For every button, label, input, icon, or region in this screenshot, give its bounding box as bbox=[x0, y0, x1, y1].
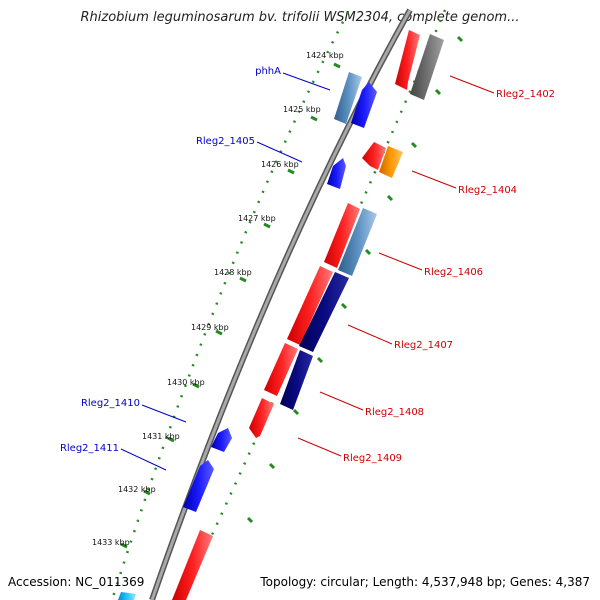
tick-label: 1425 kbp bbox=[283, 105, 321, 114]
gene-label-rleg2-1402[interactable]: Rleg2_1402 bbox=[496, 89, 555, 100]
gene-rleg2-1410[interactable] bbox=[211, 428, 232, 452]
tick-label: 1433 kbp bbox=[92, 538, 130, 547]
tick-mark bbox=[456, 35, 464, 43]
gene-rleg2-1404-b[interactable] bbox=[379, 146, 403, 178]
callout-line bbox=[411, 170, 457, 189]
tick-mark bbox=[410, 141, 418, 149]
right-labels: Rleg2_1402 Rleg2_1404 Rleg2_1406 Rleg2_1… bbox=[343, 89, 555, 464]
tick-mark bbox=[263, 222, 271, 229]
tick-mark bbox=[268, 462, 276, 470]
callout-line bbox=[319, 391, 364, 411]
accession-text: Accession: NC_011369 bbox=[8, 575, 145, 589]
tick-label: 1429 kbp bbox=[191, 323, 229, 332]
tick-label: 1431 kbp bbox=[142, 432, 180, 441]
gene-phhA-b[interactable] bbox=[351, 82, 377, 128]
tick-mark bbox=[246, 516, 254, 524]
tick-mark bbox=[287, 168, 295, 175]
gene-label-rleg2-1404[interactable]: Rleg2_1404 bbox=[458, 185, 517, 196]
gene-rleg2-1406-b[interactable] bbox=[338, 208, 377, 276]
tick-mark bbox=[316, 356, 324, 364]
gene-rleg2-1406-a[interactable] bbox=[324, 203, 360, 268]
tick-mark bbox=[333, 62, 341, 69]
tick-mark bbox=[143, 489, 151, 496]
gene-rleg2-1402-a[interactable] bbox=[395, 30, 420, 90]
tick-label: 1427 kbp bbox=[238, 214, 276, 223]
gene-label-rleg2-1405[interactable]: Rleg2_1405 bbox=[196, 136, 255, 147]
gene-rleg2-1407-a[interactable] bbox=[287, 266, 333, 345]
right-callouts bbox=[297, 75, 495, 457]
reverse-strand-genes bbox=[118, 72, 377, 600]
gene-rleg2-1404-a[interactable] bbox=[362, 142, 386, 170]
callout-line bbox=[449, 75, 495, 94]
tick-label: 1428 kbp bbox=[214, 268, 252, 277]
gene-label-rleg2-1407[interactable]: Rleg2_1407 bbox=[394, 340, 453, 351]
tick-mark bbox=[386, 194, 394, 202]
callout-line bbox=[256, 141, 303, 163]
tick-mark bbox=[434, 88, 442, 96]
gene-label-rleg2-1411[interactable]: Rleg2_1411 bbox=[60, 443, 119, 454]
tick-mark bbox=[310, 115, 318, 122]
gene-rleg2-1409[interactable] bbox=[249, 398, 274, 438]
callout-line bbox=[378, 252, 423, 271]
callout-line bbox=[297, 437, 342, 457]
gene-label-rleg2-1410[interactable]: Rleg2_1410 bbox=[81, 398, 140, 409]
gene-reverse-lower[interactable] bbox=[118, 592, 136, 600]
gene-rleg2-1408-a[interactable] bbox=[264, 343, 298, 396]
tick-mark bbox=[364, 248, 372, 256]
callout-line bbox=[141, 404, 187, 423]
gene-rleg2-1411[interactable] bbox=[183, 460, 214, 512]
tick-mark bbox=[239, 276, 247, 283]
callout-line bbox=[347, 324, 393, 345]
forward-strand-genes bbox=[172, 30, 444, 600]
tick-label: 1432 kbp bbox=[118, 485, 156, 494]
gene-label-rleg2-1408[interactable]: Rleg2_1408 bbox=[365, 407, 424, 418]
gene-label-phhA[interactable]: phhA bbox=[255, 66, 281, 77]
gene-rleg2-1405[interactable] bbox=[327, 158, 346, 189]
tick-mark bbox=[340, 302, 348, 310]
gene-label-rleg2-1406[interactable]: Rleg2_1406 bbox=[424, 267, 483, 278]
tick-label: 1430 kbp bbox=[167, 378, 205, 387]
tick-label: 1424 kbp bbox=[306, 51, 344, 60]
callout-line bbox=[120, 448, 167, 471]
left-labels: phhA Rleg2_1405 Rleg2_1410 Rleg2_1411 bbox=[60, 66, 281, 454]
tick-mark bbox=[167, 436, 175, 443]
gene-rleg2-1408-b[interactable] bbox=[280, 350, 313, 410]
tick-label: 1426 kbp bbox=[261, 160, 299, 169]
gene-label-rleg2-1409[interactable]: Rleg2_1409 bbox=[343, 453, 402, 464]
genome-summary-text: Topology: circular; Length: 4,537,948 bp… bbox=[260, 575, 590, 589]
gene-phhA-a[interactable] bbox=[334, 72, 362, 124]
left-callouts bbox=[120, 72, 331, 471]
callout-line bbox=[282, 72, 331, 91]
tick-marks bbox=[120, 35, 464, 549]
tick-labels: 1424 kbp 1425 kbp 1426 kbp 1427 kbp 1428… bbox=[92, 51, 344, 547]
tick-mark bbox=[215, 329, 223, 336]
gene-rleg2-1407-b[interactable] bbox=[299, 272, 349, 352]
scale-line-inner bbox=[110, 11, 350, 600]
tick-mark bbox=[292, 408, 300, 416]
tick-mark bbox=[120, 542, 128, 549]
gene-forward-lower[interactable] bbox=[172, 530, 213, 600]
tick-mark bbox=[192, 382, 200, 389]
gene-rleg2-1402-b[interactable] bbox=[410, 34, 444, 100]
